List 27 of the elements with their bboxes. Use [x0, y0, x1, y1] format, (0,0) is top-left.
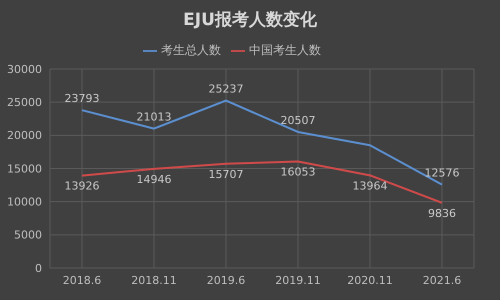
x-tick-label: 2020.11 [347, 274, 393, 287]
y-tick-label: 15000 [7, 162, 42, 176]
chart-title: EJU报考人数变化 [182, 9, 318, 31]
data-label: 21013 [136, 110, 172, 124]
data-label: 13964 [352, 179, 388, 192]
x-tick-label: 2018.6 [62, 274, 102, 287]
data-label: 15707 [208, 168, 244, 181]
data-label: 23793 [64, 92, 100, 106]
y-tick-label: 30000 [7, 62, 42, 76]
x-tick-label: 2021.6 [422, 274, 462, 287]
y-tick-label: 20000 [7, 129, 42, 142]
y-tick-label: 10000 [7, 196, 42, 209]
x-tick-label: 2019.6 [206, 274, 246, 287]
data-label: 9836 [428, 206, 456, 220]
y-tick-label: 0 [35, 262, 42, 275]
data-label: 13926 [64, 180, 100, 193]
data-label: 16053 [280, 166, 316, 179]
data-label: 12576 [424, 166, 460, 180]
y-tick-label: 5000 [14, 228, 42, 242]
y-tick-label: 25000 [7, 96, 42, 110]
data-label: 20507 [280, 114, 316, 127]
data-label: 14946 [136, 172, 172, 186]
x-tick-label: 2019.11 [275, 274, 321, 287]
x-tick-label: 2018.11 [131, 274, 177, 287]
data-label: 25237 [208, 82, 244, 96]
legend-label: 中国考生人数 [249, 43, 321, 57]
legend-label: 考生总人数 [161, 43, 221, 57]
